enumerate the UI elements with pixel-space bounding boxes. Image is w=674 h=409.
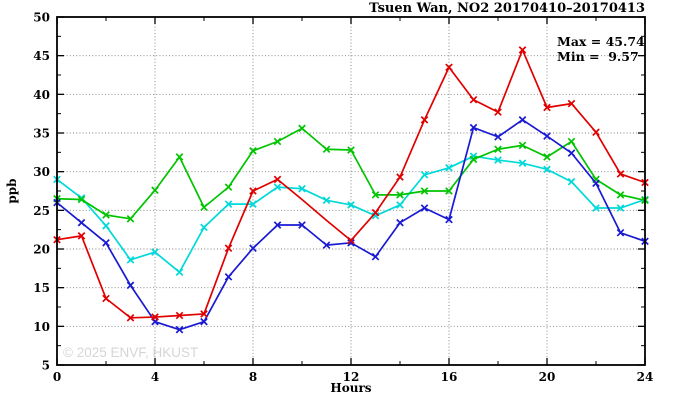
y-tick-label: 20 [33,243,50,257]
plot-border [56,16,646,366]
chart-title: Tsuen Wan, NO2 20170410–20170413 [369,1,645,16]
y-tick-label: 5 [42,359,50,373]
y-tick-label: 25 [33,204,50,218]
min-stat-label: Min = 9.57 [557,49,639,64]
x-tick-label: 4 [151,370,159,384]
x-tick-label: 8 [249,370,257,384]
y-tick-label: 40 [33,88,50,102]
y-axis-label: ppb [5,178,19,203]
x-tick-label: 24 [637,370,654,384]
y-tick-label: 15 [33,281,50,295]
y-tick-label: 35 [33,127,50,141]
series-green-markers [53,124,649,223]
y-tick-label: 10 [33,320,50,334]
max-stat-label: Max = 45.74 [557,34,645,49]
x-tick-label: 12 [343,370,360,384]
plot-area: 0 4 8 12 16 20 24 5 10 15 20 25 30 35 40 45 50 [33,11,653,385]
x-axis-label: Hours [330,381,371,395]
x-tick-label: 0 [53,370,61,384]
x-tick-label: 16 [441,370,458,384]
x-tick-label: 20 [539,370,556,384]
watermark-text: © 2025 ENVF, HKUST [63,345,198,360]
y-tick-label: 50 [33,11,50,25]
y-tick-label: 30 [33,165,50,179]
y-tick-label: 45 [33,49,50,63]
